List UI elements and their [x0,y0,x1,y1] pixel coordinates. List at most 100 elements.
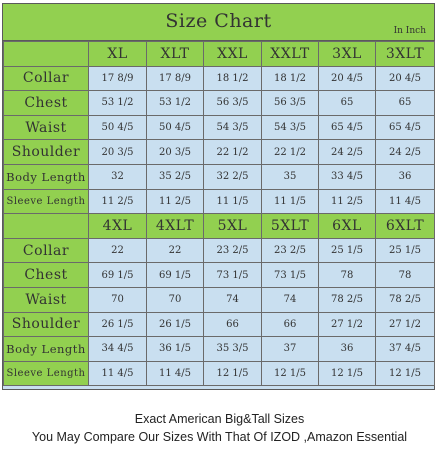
table-cell: 74 [203,286,262,313]
table-cell: 23 2/5 [261,237,319,264]
table-cell: 70 [88,286,147,313]
size-heading: XXL [203,41,262,67]
table-cell: 12 1/5 [261,360,319,387]
corner-cell [3,213,89,239]
size-heading: 3XLT [375,41,435,67]
table-cell: 65 4/5 [318,114,376,141]
corner-cell [3,41,89,67]
table-cell: 17 8/9 [146,65,204,92]
table-cell: 24 2/5 [375,139,435,165]
size-heading: XLT [146,41,204,67]
table-cell: 20 3/5 [88,139,147,165]
table-cell: 78 [318,262,376,288]
table-cell: 53 1/2 [146,90,204,116]
table-cell: 65 4/5 [375,114,435,141]
unit-label: In Inch [393,26,426,36]
table-cell: 35 2/5 [146,163,204,190]
size-heading: 3XL [318,41,376,67]
table-row: Chest 69 1/5 69 1/5 73 1/5 73 1/5 78 78 [3,262,435,288]
row-label-body-length: Body Length [3,163,89,190]
size-chart: Size Chart In Inch XL XLT XXL XXLT 3XL 3… [2,3,435,390]
table-cell: 12 1/5 [203,360,262,387]
table-cell: 37 4/5 [375,336,435,362]
size-table: XL XLT XXL XXLT 3XL 3XLT Collar 17 8/9 1… [3,41,435,387]
row-label-waist: Waist [3,286,89,313]
table-row: Waist 70 70 74 74 78 2/5 78 2/5 [3,286,435,313]
table-cell: 73 1/5 [261,262,319,288]
table-cell: 54 3/5 [261,114,319,141]
size-heading: 5XLT [261,213,319,239]
table-cell: 11 4/5 [375,188,435,215]
table-cell: 56 3/5 [203,90,262,116]
size-header-row: XL XLT XXL XXLT 3XL 3XLT [3,41,435,67]
table-row: Shoulder 26 1/5 26 1/5 66 66 27 1/2 27 1… [3,311,435,338]
table-cell: 22 [88,237,147,264]
table-cell: 35 [261,163,319,190]
row-label-collar: Collar [3,65,89,92]
size-heading: 6XLT [375,213,435,239]
title-bar: Size Chart In Inch [3,4,434,41]
size-heading: 4XLT [146,213,204,239]
table-cell: 11 1/5 [261,188,319,215]
table-cell: 65 [318,90,376,116]
table-cell: 78 2/5 [375,286,435,313]
table-cell: 50 4/5 [146,114,204,141]
table-row: Sleeve Length 11 2/5 11 2/5 11 1/5 11 1/… [3,188,435,215]
table-cell: 32 2/5 [203,163,262,190]
table-cell: 12 1/5 [375,360,435,387]
table-cell: 18 1/2 [203,65,262,92]
row-label-sleeve-length: Sleeve Length [3,360,89,387]
table-cell: 25 1/5 [318,237,376,264]
table-cell: 53 1/2 [88,90,147,116]
table-cell: 20 4/5 [375,65,435,92]
table-cell: 25 1/5 [375,237,435,264]
table-cell: 69 1/5 [88,262,147,288]
table-cell: 11 2/5 [318,188,376,215]
table-cell: 26 1/5 [146,311,204,338]
table-row: Body Length 32 35 2/5 32 2/5 35 33 4/5 3… [3,163,435,190]
row-label-shoulder: Shoulder [3,311,89,338]
table-cell: 36 [375,163,435,190]
row-label-collar: Collar [3,237,89,264]
table-cell: 27 1/2 [318,311,376,338]
table-cell: 56 3/5 [261,90,319,116]
table-cell: 11 4/5 [88,360,147,387]
table-row: Collar 17 8/9 17 8/9 18 1/2 18 1/2 20 4/… [3,65,435,92]
chart-title: Size Chart [165,10,272,32]
table-cell: 78 2/5 [318,286,376,313]
table-cell: 32 [88,163,147,190]
table-cell: 54 3/5 [203,114,262,141]
table-row: Body Length 34 4/5 36 1/5 35 3/5 37 36 3… [3,336,435,362]
table-row: Chest 53 1/2 53 1/2 56 3/5 56 3/5 65 65 [3,90,435,116]
row-label-chest: Chest [3,262,89,288]
table-cell: 36 [318,336,376,362]
table-row: Waist 50 4/5 50 4/5 54 3/5 54 3/5 65 4/5… [3,114,435,141]
table-cell: 65 [375,90,435,116]
table-cell: 34 4/5 [88,336,147,362]
table-cell: 69 1/5 [146,262,204,288]
table-cell: 20 4/5 [318,65,376,92]
table-cell: 20 3/5 [146,139,204,165]
row-label-waist: Waist [3,114,89,141]
table-cell: 17 8/9 [88,65,147,92]
table-cell: 33 4/5 [318,163,376,190]
table-cell: 37 [261,336,319,362]
size-header-row: 4XL 4XLT 5XL 5XLT 6XL 6XLT [3,213,435,239]
table-cell: 22 1/2 [261,139,319,165]
row-label-sleeve-length: Sleeve Length [3,188,89,215]
table-cell: 36 1/5 [146,336,204,362]
table-row: Collar 22 22 23 2/5 23 2/5 25 1/5 25 1/5 [3,237,435,264]
table-cell: 78 [375,262,435,288]
table-cell: 11 2/5 [146,188,204,215]
caption-line-2: You May Compare Our Sizes With That Of I… [31,430,408,444]
table-cell: 70 [146,286,204,313]
table-cell: 23 2/5 [203,237,262,264]
table-cell: 18 1/2 [261,65,319,92]
table-cell: 73 1/5 [203,262,262,288]
row-label-body-length: Body Length [3,336,89,362]
caption-line-1: Exact American Big&Tall Sizes [134,412,305,426]
table-cell: 35 3/5 [203,336,262,362]
table-cell: 50 4/5 [88,114,147,141]
table-cell: 26 1/5 [88,311,147,338]
size-heading: XXLT [261,41,319,67]
